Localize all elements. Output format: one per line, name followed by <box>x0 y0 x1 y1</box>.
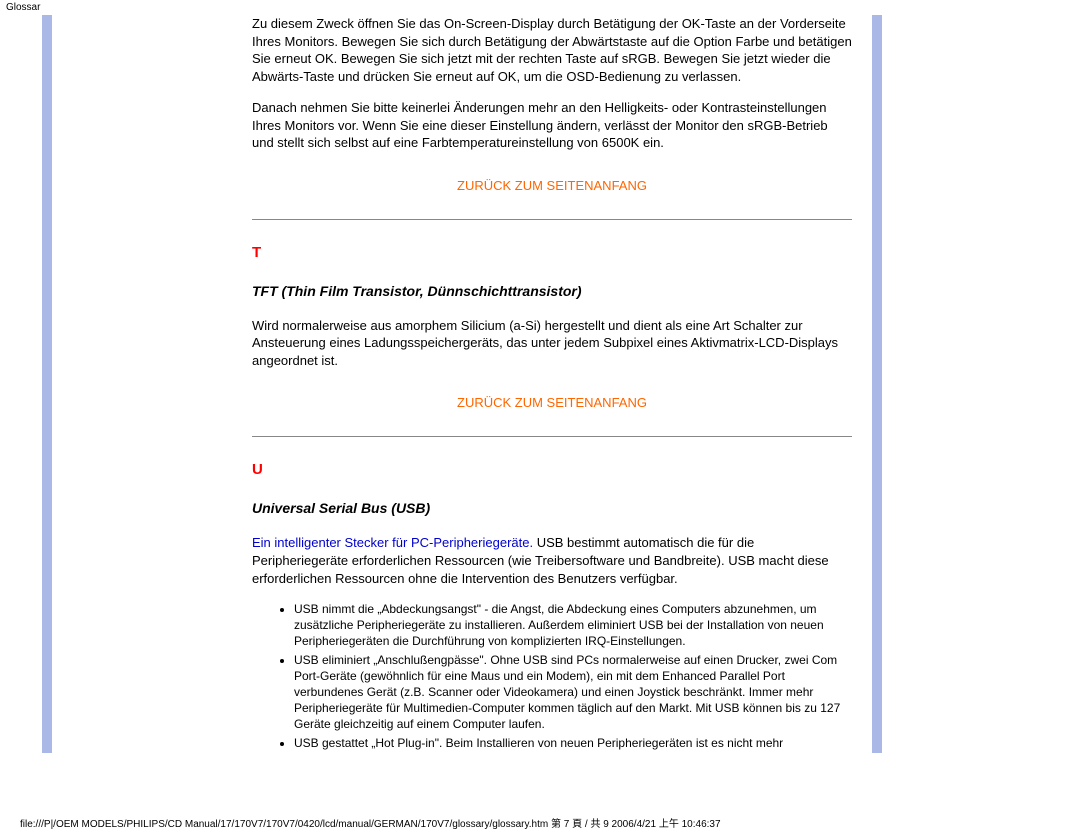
divider-1 <box>252 219 852 220</box>
page-header-label: Glossar <box>0 0 1080 15</box>
list-item: USB eliminiert „Anschlußengpässe". Ohne … <box>294 652 852 733</box>
usb-inline-link[interactable]: Ein intelligenter Stecker für PC-Periphe… <box>252 535 533 550</box>
right-gutter <box>882 15 1080 753</box>
divider-2 <box>252 436 852 437</box>
usb-bullet-list: USB nimmt die „Abdeckungsangst" - die An… <box>294 601 852 751</box>
usb-term-title: Universal Serial Bus (USB) <box>252 500 852 516</box>
back-to-top-link-1[interactable]: ZURÜCK ZUM SEITENANFANG <box>252 178 852 193</box>
list-item: USB gestattet „Hot Plug-in". Beim Instal… <box>294 735 852 751</box>
content-column: Zu diesem Zweck öffnen Sie das On-Screen… <box>52 15 872 753</box>
srgb-paragraph-2: Danach nehmen Sie bitte keinerlei Änderu… <box>252 99 852 152</box>
srgb-paragraph-1: Zu diesem Zweck öffnen Sie das On-Screen… <box>252 15 852 85</box>
footer-file-path: file:///P|/OEM MODELS/PHILIPS/CD Manual/… <box>20 815 721 830</box>
list-item: USB nimmt die „Abdeckungsangst" - die An… <box>294 601 852 650</box>
usb-lead-paragraph: Ein intelligenter Stecker für PC-Periphe… <box>252 534 852 587</box>
page-wrap: Zu diesem Zweck öffnen Sie das On-Screen… <box>0 15 1080 753</box>
tft-term-title: TFT (Thin Film Transistor, Dünnschichttr… <box>252 283 852 299</box>
stripe-right <box>872 15 882 753</box>
section-letter-t: T <box>252 244 852 261</box>
back-to-top-link-2[interactable]: ZURÜCK ZUM SEITENANFANG <box>252 395 852 410</box>
section-letter-u: U <box>252 461 852 478</box>
tft-body-text: Wird normalerweise aus amorphem Silicium… <box>252 317 852 370</box>
left-gutter <box>0 15 42 753</box>
stripe-left <box>42 15 52 753</box>
